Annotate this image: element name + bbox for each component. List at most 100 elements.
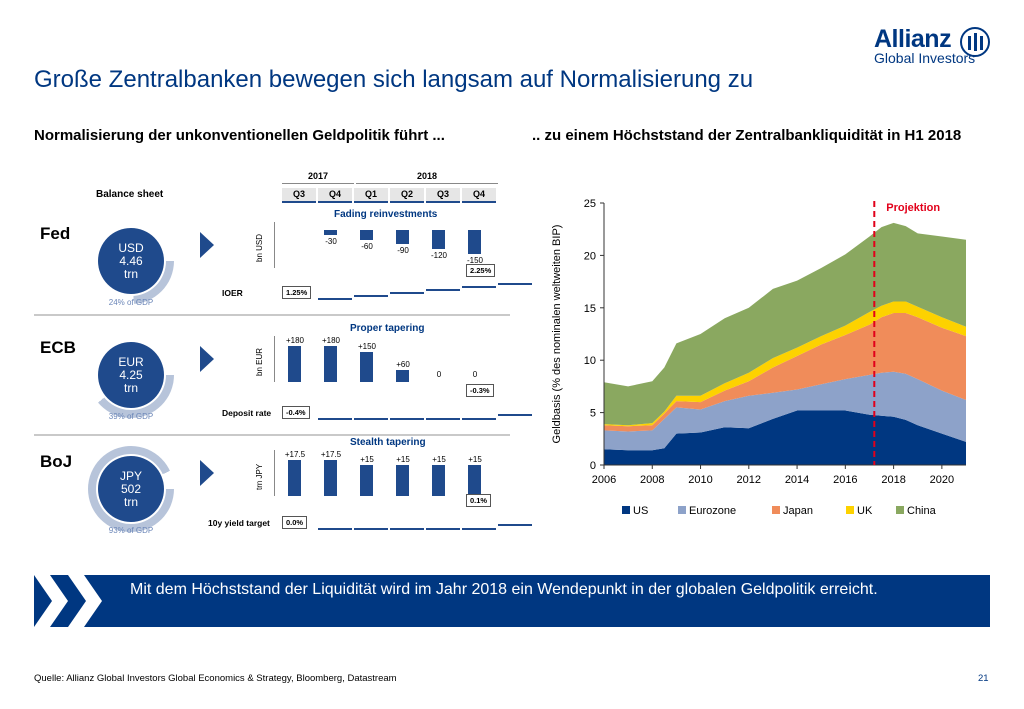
rate-step [390, 418, 424, 420]
year-2017: 2017 [307, 171, 329, 181]
bank-name: BoJ [40, 452, 73, 471]
quarter-header: Q3 [426, 188, 460, 203]
y-tick-label: 10 [584, 355, 596, 367]
bar [432, 465, 445, 496]
bar-value: +180 [321, 336, 341, 345]
balance-circle: JPY 502 trn [98, 456, 164, 522]
bank-name: ECB [40, 338, 76, 357]
bank-name: Fed [40, 224, 71, 243]
bar-value: +15 [432, 455, 446, 465]
unit-label: trn JPY [255, 463, 264, 490]
rate-label: 10y yield target [208, 518, 270, 528]
left-heading: Normalisierung der unkonventionellen Gel… [34, 127, 445, 144]
legend-label: Eurozone [689, 505, 736, 517]
rate-step [462, 528, 496, 530]
quarter-header: Q3 [282, 188, 316, 203]
bar [360, 230, 373, 240]
circle-unit: trn [123, 380, 138, 395]
banner-text: Mit dem Höchststand der Liquidität wird … [130, 581, 878, 598]
policy-subtitle: Stealth tapering [350, 437, 426, 448]
rate-start: 0.0% [282, 516, 308, 529]
area-uk [604, 301, 966, 427]
arrow-right-icon [200, 346, 214, 372]
area-eurozone [604, 371, 966, 451]
circle-unit: trn [123, 266, 138, 281]
rate-start: 1.25% [282, 286, 312, 299]
rate-step [498, 414, 532, 416]
x-tick-label: 2006 [592, 474, 616, 486]
rate-end: 2.25% [466, 264, 496, 277]
area-japan [604, 313, 966, 432]
gdp-share: 24% of GDP [108, 298, 154, 307]
bar-value: +60 [396, 360, 410, 369]
arrow-right-icon [200, 460, 214, 486]
x-tick-label: 2012 [737, 474, 761, 486]
rate-step [354, 295, 388, 297]
page-title: Große Zentralbanken bewegen sich langsam… [34, 66, 754, 93]
legend-swatch [896, 506, 904, 514]
legend-label: Japan [783, 505, 813, 517]
logo-name: Allianz [874, 25, 952, 53]
x-tick-label: 2020 [930, 474, 954, 486]
year-2018: 2018 [416, 171, 438, 181]
quarter-header: Q1 [354, 188, 388, 203]
x-tick-label: 2016 [833, 474, 857, 486]
rate-label: IOER [222, 288, 243, 298]
x-tick-label: 2008 [640, 474, 664, 486]
bar [288, 460, 301, 496]
right-heading: .. zu einem Höchststand der Zentralbankl… [532, 127, 962, 144]
bar-value: +15 [396, 455, 410, 465]
bar-value: +17.5 [284, 450, 306, 459]
bar [360, 352, 373, 382]
legend-swatch [678, 506, 686, 514]
bar-value: -90 [397, 246, 409, 256]
circle-currency: JPY [119, 468, 142, 483]
bar [360, 465, 373, 496]
y-tick-label: 25 [584, 198, 596, 210]
bar [468, 465, 481, 496]
bar-value: 0 [436, 370, 442, 379]
balance-circle: USD 4.46 trn [98, 228, 164, 294]
balance-circle: EUR 4.25 trn [98, 342, 164, 408]
quarter-header: Q4 [318, 188, 352, 203]
rate-end: 0.1% [466, 494, 492, 507]
bar [468, 230, 481, 254]
legend-swatch [846, 506, 854, 514]
bar [396, 465, 409, 496]
bar [324, 346, 337, 382]
bar-value: 0 [472, 370, 478, 379]
rate-step [318, 418, 352, 420]
conclusion-banner [34, 575, 990, 627]
rate-step [318, 528, 352, 530]
area-us [604, 410, 966, 465]
bar-value: -60 [361, 241, 373, 251]
logo-sub: Global Investors [874, 50, 976, 66]
rate-end: -0.3% [466, 384, 494, 397]
bar [288, 346, 301, 382]
legend-swatch [622, 506, 630, 514]
chevrons-icon [34, 575, 102, 627]
rate-step [462, 418, 496, 420]
legend-label: UK [857, 505, 873, 517]
bar-value: +15 [468, 455, 482, 465]
circle-currency: EUR [118, 354, 144, 369]
unit-label: bn USD [255, 233, 264, 262]
bar-value: -30 [325, 236, 337, 246]
bar-value: +17.5 [320, 450, 342, 459]
legend-label: US [633, 505, 648, 517]
area-china [604, 222, 966, 426]
bar [324, 230, 337, 235]
circle-currency: USD [118, 240, 144, 255]
projection-label: Projektion [886, 202, 940, 214]
x-tick-label: 2010 [688, 474, 712, 486]
circle-amount: 4.46 [119, 253, 143, 268]
liquidity-chart: 0 5 10 15 20 25 2006 2008 2010 2012 2014 2016 2018 20… [551, 198, 966, 517]
legend-swatch [772, 506, 780, 514]
rate-step [390, 528, 424, 530]
policy-subtitle: Fading reinvestments [334, 209, 438, 220]
bar [432, 230, 445, 250]
bar [396, 230, 409, 245]
rate-step [318, 298, 352, 300]
x-tick-label: 2018 [881, 474, 905, 486]
rate-step [354, 418, 388, 420]
